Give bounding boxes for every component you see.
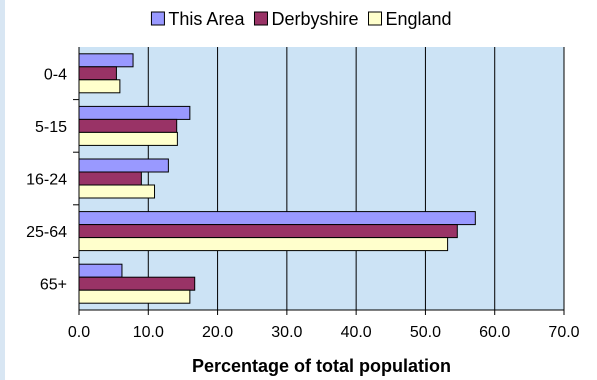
bar-this-area-16-24 — [78, 158, 169, 173]
bar-derbyshire-16-24 — [78, 171, 142, 186]
y-tick-label: 65+ — [40, 277, 67, 294]
legend-label: This Area — [168, 9, 245, 29]
y-tick-label: 5-15 — [35, 119, 67, 136]
x-tick-label: 50.0 — [410, 324, 441, 341]
bar-derbyshire-25-64 — [78, 224, 458, 239]
legend-label: Derbyshire — [271, 9, 358, 29]
x-tick-label: 10.0 — [133, 324, 164, 341]
y-tick-label: 25-64 — [26, 224, 67, 241]
legend-swatch — [150, 11, 165, 26]
x-tick-labels: 0.0 10.0 20.0 30.0 40.0 50.0 60.0 70.0 — [68, 324, 580, 341]
x-tick-label: 30.0 — [271, 324, 302, 341]
plot-area — [79, 47, 564, 310]
legend-swatch — [253, 11, 268, 26]
bar-england-16-24 — [78, 184, 156, 199]
bar-england-5-15 — [78, 131, 178, 146]
x-axis-title: Percentage of total population — [192, 356, 451, 376]
x-tick-label: 0.0 — [68, 324, 90, 341]
legend: This Area Derbyshire England — [150, 9, 452, 29]
bar-derbyshire-65+ — [78, 276, 196, 291]
legend-swatch — [368, 11, 383, 26]
bar-england-0-4 — [78, 79, 121, 94]
x-tick-label: 70.0 — [548, 324, 579, 341]
y-tick-labels: 0-4 5-15 16-24 25-64 65+ — [26, 66, 67, 293]
y-tick-label: 16-24 — [26, 172, 67, 189]
axes — [73, 47, 565, 315]
bar-england-65+ — [78, 289, 191, 304]
gridlines — [147, 47, 565, 310]
bar-derbyshire-5-15 — [78, 118, 178, 133]
bar-this-area-0-4 — [78, 53, 134, 68]
bar-derbyshire-0-4 — [78, 66, 117, 81]
x-tick-label: 40.0 — [341, 324, 372, 341]
bar-this-area-65+ — [78, 263, 123, 278]
bar-england-25-64 — [78, 237, 449, 252]
y-tick-label: 0-4 — [44, 66, 67, 83]
bar-this-area-25-64 — [78, 211, 476, 226]
legend-label: England — [386, 9, 452, 29]
x-tick-label: 20.0 — [202, 324, 233, 341]
x-tick-label: 60.0 — [479, 324, 510, 341]
bar-this-area-5-15 — [78, 105, 191, 120]
